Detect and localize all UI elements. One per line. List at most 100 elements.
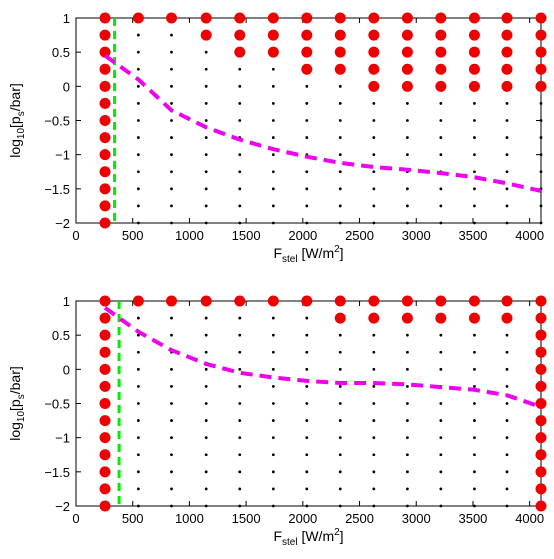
chart2-black-point <box>305 470 309 474</box>
chart1-black-point <box>271 187 275 191</box>
chart2-black-point <box>136 367 140 371</box>
chart2-black-point <box>136 419 140 422</box>
chart1-black-point <box>136 170 140 174</box>
chart1-black-point <box>238 153 242 157</box>
chart1-red-point <box>501 46 513 58</box>
chart1-x-tick-label: 4000 <box>515 228 544 243</box>
chart2-black-point <box>136 470 140 474</box>
chart1-black-point <box>473 170 476 174</box>
chart2-red-point <box>535 295 547 307</box>
chart2-black-point <box>473 402 476 405</box>
chart2-black-point <box>238 316 242 320</box>
chart2-red-point <box>535 329 547 341</box>
chart1-black-point <box>271 84 275 88</box>
chart2-black-point <box>338 453 342 457</box>
chart1-y-tick-label: −1 <box>55 148 70 163</box>
chart1-black-point <box>204 187 208 191</box>
chart1-red-point <box>99 80 111 92</box>
chart1-x-tick-label: 3000 <box>402 228 431 243</box>
chart2-x-tick-label: 0 <box>72 511 79 526</box>
chart1-black-point <box>170 50 173 54</box>
chart1-black-point <box>505 119 509 122</box>
chart1-black-point <box>305 187 309 191</box>
chart2-black-point <box>305 333 309 337</box>
chart1-red-point <box>535 63 547 75</box>
chart2-red-point <box>535 449 547 461</box>
chart2-black-point <box>170 419 173 422</box>
chart1-black-point <box>170 221 173 225</box>
chart2-black-point <box>204 470 208 474</box>
chart1-black-point <box>439 136 443 139</box>
chart2-black-point <box>505 350 509 354</box>
chart1-black-point <box>372 136 376 139</box>
chart2-black-point <box>170 316 173 320</box>
chart1-black-point <box>338 119 342 122</box>
chart2-y-tick-label: −0.5 <box>44 397 70 412</box>
chart2-black-point <box>405 350 409 354</box>
chart1-x-axis-label: Fstel [W/m2] <box>273 244 343 265</box>
chart1-black-point <box>372 187 376 191</box>
chart2-black-point <box>338 504 342 508</box>
chart2-black-point <box>170 402 173 405</box>
chart2-black-point <box>439 402 443 405</box>
chart1-black-point <box>405 119 409 122</box>
chart1-black-point <box>238 67 242 71</box>
chart2-black-point <box>204 487 208 491</box>
chart1-black-point <box>170 84 173 88</box>
chart2-black-point <box>204 419 208 422</box>
chart1-x-tick-label: 3500 <box>458 228 487 243</box>
chart1-red-point <box>501 12 513 24</box>
chart1-black-point <box>305 102 309 105</box>
chart1-red-point <box>234 46 246 58</box>
chart1-x-tick-label: 1000 <box>175 228 204 243</box>
chart1-black-point <box>204 221 208 225</box>
chart1-black-point <box>405 153 409 157</box>
chart2-red-point <box>99 449 111 461</box>
chart2-red-point <box>267 295 279 307</box>
chart2-axes-frame <box>75 300 542 507</box>
chart2-y-tick-label: −1 <box>55 431 70 446</box>
chart1-black-point <box>338 221 342 225</box>
chart1-red-point <box>435 29 447 41</box>
chart1-black-point <box>338 136 342 139</box>
chart2-black-point <box>405 487 409 491</box>
chart2-red-point <box>99 312 111 324</box>
chart1-black-point <box>170 170 173 174</box>
chart2-red-point <box>368 295 380 307</box>
chart2-black-point <box>271 504 275 508</box>
chart1-black-point <box>338 204 342 208</box>
chart1-red-point <box>535 12 547 24</box>
chart2-black-point <box>473 367 476 371</box>
chart2-red-point <box>368 312 380 324</box>
chart1-black-point <box>271 67 275 71</box>
chart2-black-point <box>505 436 509 440</box>
chart1-black-point <box>473 187 476 191</box>
chart2-black-point <box>439 453 443 457</box>
chart1-black-point <box>305 170 309 174</box>
chart1-red-point <box>200 12 212 24</box>
chart2-black-point <box>372 453 376 457</box>
chart2-black-point <box>238 385 242 388</box>
chart1-black-point <box>405 221 409 225</box>
chart1-red-point <box>99 46 111 58</box>
chart2-black-point <box>505 402 509 405</box>
chart1-black-point <box>136 84 140 88</box>
chart1-red-point <box>132 12 144 24</box>
chart1-black-point <box>372 170 376 174</box>
chart2-red-point <box>99 398 111 409</box>
chart2-black-point <box>338 419 342 422</box>
chart1-red-point <box>99 217 111 229</box>
chart1-black-point <box>439 102 443 105</box>
chart1-black-point <box>136 153 140 157</box>
chart1-red-point <box>200 29 212 41</box>
chart2-black-point <box>439 504 443 508</box>
chart2-black-point <box>305 419 309 422</box>
chart1-y-tick-label: −1.5 <box>44 182 70 197</box>
chart2-black-point <box>238 453 242 457</box>
chart1-black-point <box>238 119 242 122</box>
chart2-red-point <box>535 432 547 444</box>
chart1-black-point <box>204 136 208 139</box>
chart2-black-point <box>473 487 476 491</box>
chart2-black-point <box>405 504 409 508</box>
chart2-red-point <box>401 295 413 307</box>
